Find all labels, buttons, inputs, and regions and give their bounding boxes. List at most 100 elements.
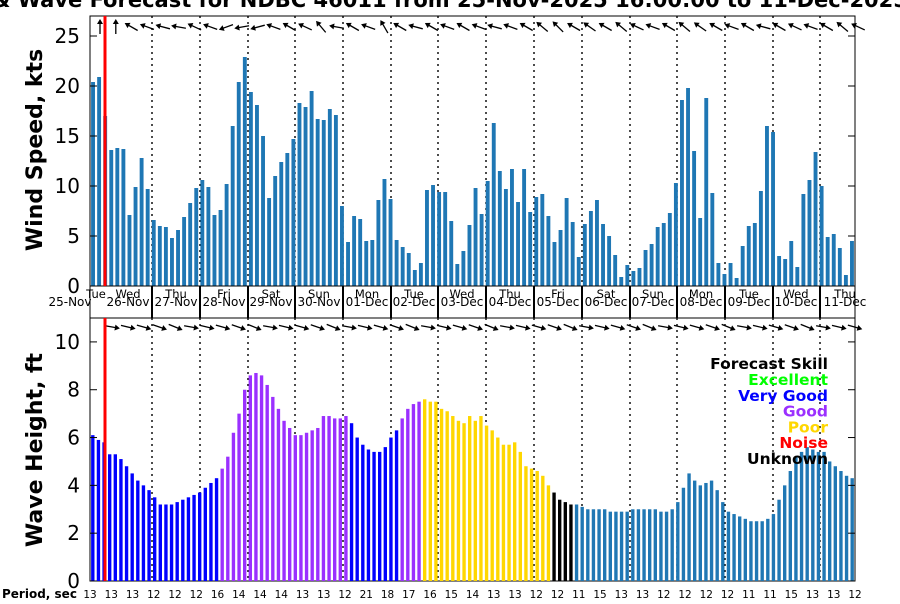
wave-bar	[693, 480, 697, 581]
day-label: Sun	[642, 287, 664, 301]
wind-direction-arrow-head	[298, 23, 304, 29]
wind-bar	[425, 190, 429, 286]
wave-bar	[96, 439, 101, 581]
wind-bar	[777, 256, 782, 286]
wave-y-tick-label: 0	[67, 569, 80, 593]
wind-direction-arrow-head	[836, 21, 843, 28]
wave-bar	[529, 468, 534, 581]
wind-direction-arrow	[171, 23, 187, 30]
wind-bar	[188, 203, 193, 286]
wave-bar	[715, 490, 719, 581]
wind-bar	[364, 241, 369, 286]
wave-direction-arrow-head	[334, 325, 341, 331]
wave-y-axis: 0 2 4 6 8 10	[55, 330, 855, 593]
wave-direction-arrow	[815, 324, 831, 331]
wave-direction-arrow	[310, 324, 325, 331]
wave-bar	[198, 492, 202, 581]
period-label: 12	[190, 589, 203, 600]
wave-bar	[541, 475, 545, 581]
wind-direction-arrow	[424, 22, 439, 32]
wave-bar	[766, 518, 770, 581]
wave-direction-arrow	[373, 324, 389, 331]
wind-bar	[133, 187, 138, 286]
wind-direction-arrow	[629, 23, 644, 31]
wind-bar	[412, 270, 417, 286]
wind-direction-arrow	[329, 23, 345, 30]
wind-bar	[522, 169, 527, 286]
wind-bar	[394, 240, 399, 286]
wind-direction-arrow-head	[408, 23, 414, 30]
wave-direction-arrow-head	[288, 324, 294, 331]
wind-bar	[145, 189, 150, 286]
wave-bar	[760, 521, 764, 581]
wind-bar	[534, 197, 539, 286]
wind-direction-arrow	[234, 24, 250, 31]
wind-direction-arrow-head	[598, 22, 605, 29]
wind-bar	[163, 227, 168, 286]
wave-direction-arrow-head	[193, 324, 199, 331]
wind-bar	[315, 119, 320, 286]
period-label: 15	[785, 589, 798, 600]
wave-bar	[799, 451, 804, 581]
wave-direction-arrow	[752, 324, 768, 331]
wind-direction-arrow-head	[693, 22, 700, 28]
wave-direction-arrow-head	[650, 325, 657, 331]
date-label: 06-Dec	[585, 295, 628, 309]
wind-direction-arrow	[851, 23, 866, 31]
wave-bar	[535, 471, 539, 581]
wave-direction-arrow-head	[382, 324, 389, 331]
wind-bar	[485, 181, 490, 286]
wave-direction-arrow	[341, 324, 357, 331]
period-label: 12	[678, 589, 691, 600]
wave-bar	[721, 502, 725, 581]
wind-direction-arrow-head	[851, 23, 857, 29]
wave-bar	[580, 506, 584, 581]
wind-bar	[795, 267, 800, 286]
period-label: 17	[402, 589, 415, 600]
wind-bar	[619, 277, 624, 286]
wave-y-tick-label: 6	[67, 426, 80, 450]
wave-bar	[254, 372, 258, 581]
wind-direction-arrow-head	[203, 23, 209, 29]
wave-direction-arrow	[262, 324, 278, 331]
wind-bar	[765, 126, 769, 286]
wind-bar	[279, 162, 284, 286]
wave-direction-arrow-head	[398, 325, 404, 331]
wind-direction-arrow	[345, 22, 360, 32]
day-label: Thu	[498, 287, 521, 301]
wind-bar	[121, 149, 126, 286]
wave-direction-arrow-head	[430, 324, 436, 331]
wave-bar	[338, 418, 342, 581]
wind-bar	[309, 91, 314, 286]
wind-bar	[321, 120, 326, 286]
wind-bar	[370, 240, 375, 286]
wind-direction-arrow	[393, 22, 407, 32]
wind-bar	[758, 191, 763, 286]
wind-speed-panel: 0 5 10 15 20 25 Wind Speed, kts	[23, 15, 866, 298]
wave-direction-arrow	[673, 324, 689, 331]
wind-direction-arrow-head	[345, 22, 352, 29]
wind-direction-arrow-head	[361, 23, 367, 29]
wave-direction-arrow-head	[808, 325, 815, 331]
wave-bar	[546, 485, 551, 581]
wave-direction-arrow-head	[571, 325, 578, 331]
wind-bar	[680, 100, 684, 286]
legend-item-label: Very Good	[738, 387, 828, 405]
wave-bar	[777, 499, 781, 581]
wave-direction-arrow-head	[303, 324, 310, 331]
wind-bar	[570, 222, 575, 286]
wind-direction-arrow	[772, 22, 786, 32]
wind-bar	[333, 115, 338, 286]
wind-bar	[139, 158, 144, 286]
wave-bars	[91, 372, 854, 581]
legend-item-label: Good	[783, 403, 828, 421]
wind-bar	[558, 230, 563, 286]
wave-bar	[754, 521, 759, 581]
wave-direction-arrow-head	[793, 325, 799, 331]
wave-y-tick-label: 8	[67, 378, 80, 402]
wind-bar	[692, 151, 697, 286]
period-label: 13	[126, 589, 139, 600]
wind-direction-arrows	[97, 19, 866, 34]
period-label: 16	[423, 589, 437, 600]
